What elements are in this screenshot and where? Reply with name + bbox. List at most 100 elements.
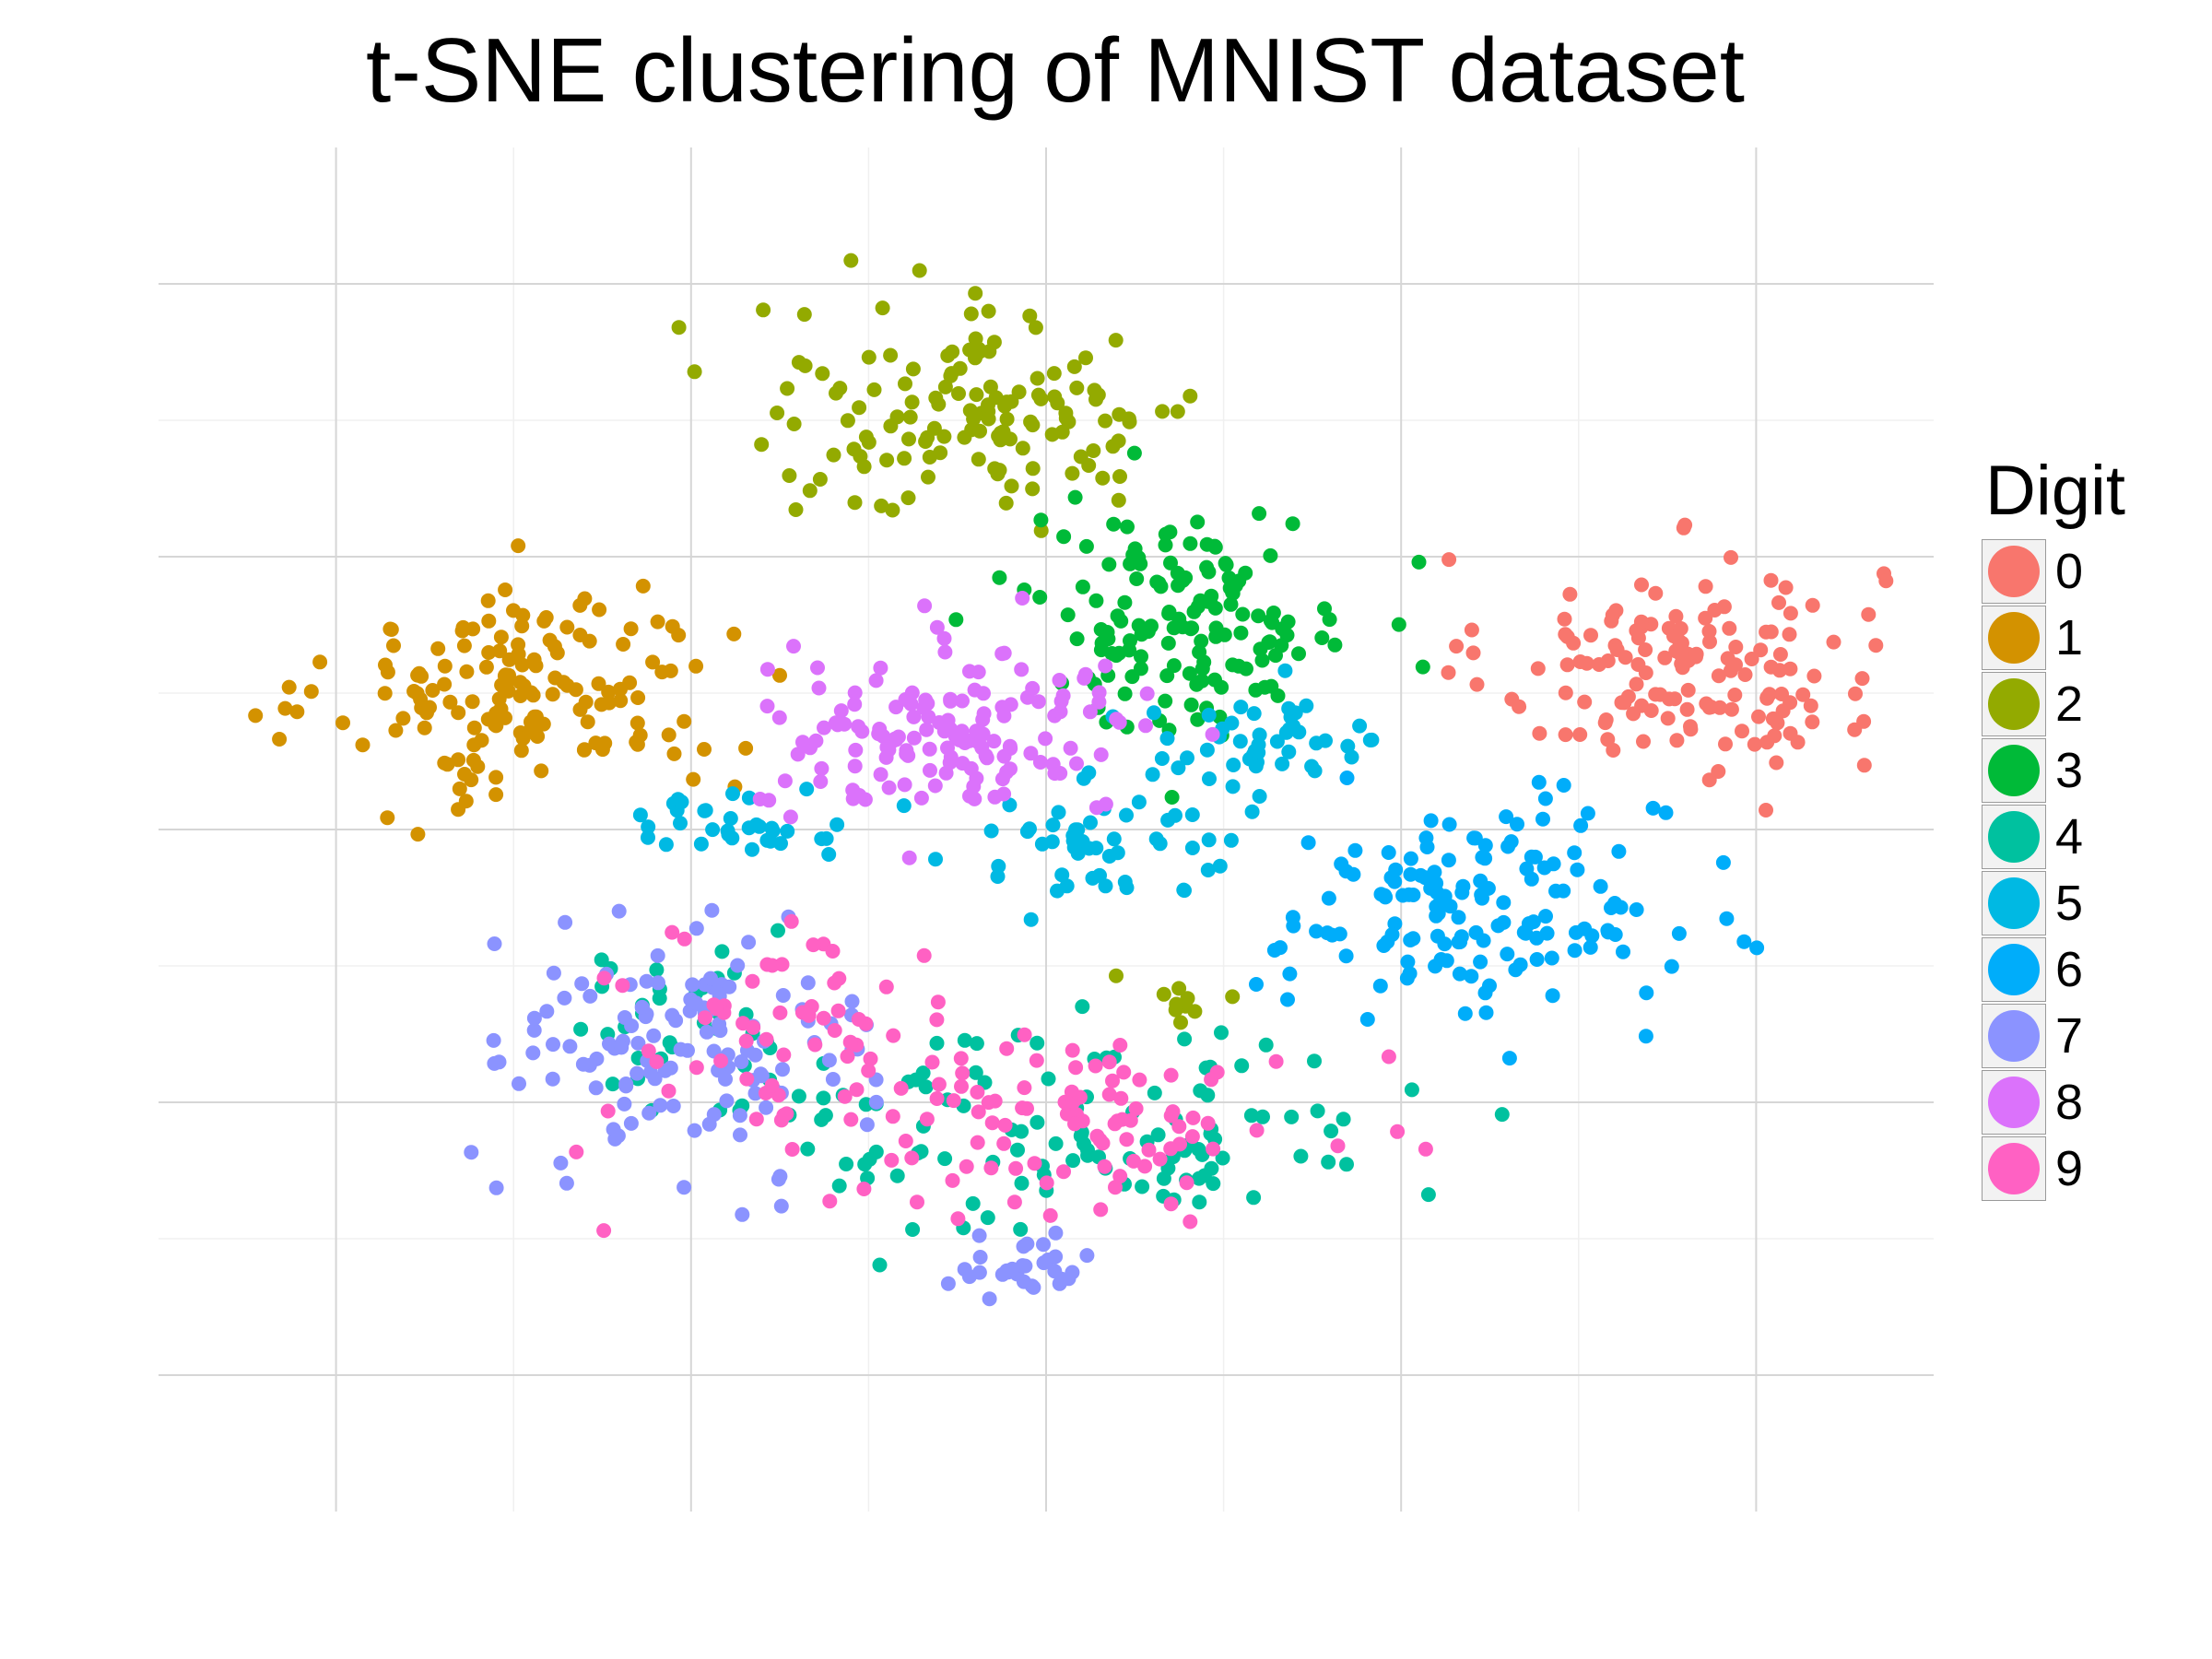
data-point-digit-9 [950,1211,966,1227]
data-point-digit-8 [813,774,829,789]
data-point-digit-0 [1737,667,1753,682]
data-point-digit-3 [1067,489,1083,505]
data-point-digit-3 [1101,557,1117,572]
data-point-digit-8 [872,722,888,736]
data-point-digit-0 [1803,698,1818,713]
data-point-digit-0 [1826,634,1841,650]
data-point-digit-5 [1277,663,1293,678]
data-point-digit-8 [847,697,863,712]
data-point-digit-1 [663,663,678,678]
data-point-digit-2 [902,409,918,425]
data-point-digit-5 [745,841,759,857]
data-point-digit-7 [699,1024,714,1040]
data-point-digit-5 [1098,878,1113,894]
data-point-digit-7 [677,1180,692,1195]
data-point-digit-4 [573,1021,589,1037]
data-point-digit-4 [1258,1037,1274,1053]
data-point-digit-8 [795,735,810,750]
legend-item-4: 4 [1982,804,2125,870]
data-point-digit-7 [1048,1225,1064,1241]
data-point-digit-6 [1384,927,1400,942]
data-point-digit-1 [410,667,426,683]
data-point-digit-4 [937,1151,953,1167]
data-point-digit-5 [814,831,830,847]
data-point-digit-3 [1134,649,1148,665]
data-point-digit-3 [1069,631,1085,647]
data-point-digit-5 [1022,821,1037,837]
data-point-digit-5 [765,823,781,839]
data-point-digit-7 [771,1171,786,1187]
data-point-digit-6 [1403,851,1418,866]
data-point-digit-9 [851,1012,866,1027]
data-point-digit-7 [734,1054,749,1069]
data-point-digit-2 [866,382,882,397]
data-point-digit-9 [1089,1128,1105,1144]
data-point-digit-0 [1598,712,1614,727]
data-point-digit-9 [861,1063,877,1078]
data-point-digit-2 [986,335,1002,350]
data-point-digit-1 [568,682,583,698]
data-point-digit-2 [1078,350,1093,366]
data-point-digit-2 [992,463,1007,478]
data-point-digit-8 [868,673,884,688]
data-point-digit-5 [1045,818,1061,833]
data-point-digit-4 [1255,1109,1270,1124]
data-point-digit-1 [498,667,513,683]
legend-label: 1 [2055,610,2084,665]
data-point-digit-5 [1034,836,1050,852]
data-point-digit-1 [613,681,628,697]
data-point-digit-8 [996,786,1012,802]
data-point-digit-5 [1184,841,1200,855]
data-point-digit-5 [741,820,757,836]
data-point-digit-3 [1252,506,1267,522]
data-point-digit-0 [1701,700,1717,715]
legend-marker [1988,1143,2040,1194]
data-point-digit-1 [629,715,645,731]
data-point-digit-1 [289,704,305,720]
data-point-digit-7 [553,1155,569,1171]
data-point-digit-5 [1119,807,1134,823]
data-point-digit-0 [1669,733,1685,748]
data-point-digit-7 [703,971,718,986]
data-point-digit-6 [1309,924,1324,939]
data-point-digit-1 [380,810,395,826]
data-point-digit-3 [1182,535,1198,551]
data-point-digit-9 [945,1172,960,1188]
data-point-digit-2 [1087,382,1102,398]
data-point-digit-8 [771,710,787,725]
data-point-digit-7 [1048,1249,1064,1265]
data-point-digit-8 [943,721,959,736]
data-point-digit-9 [827,1023,842,1038]
data-point-digit-4 [1192,1171,1206,1186]
data-point-digit-3 [1235,606,1251,622]
data-point-digit-9 [842,1034,858,1050]
legend-marker [1988,612,2040,664]
data-point-digit-1 [536,613,552,629]
data-point-digit-3 [1196,654,1212,670]
data-point-digit-0 [1724,549,1738,565]
data-point-digit-3 [1327,637,1343,653]
data-point-digit-9 [759,1031,774,1047]
data-point-digit-5 [1199,742,1215,758]
legend-key [1982,539,2046,604]
data-point-digit-8 [1098,796,1113,812]
data-point-digit-7 [688,921,704,936]
data-point-digit-4 [1204,1160,1219,1176]
data-point-digit-4 [1192,1194,1207,1210]
data-point-digit-8 [782,809,798,825]
data-point-digit-2 [921,469,935,485]
data-point-digit-3 [1032,590,1048,605]
data-point-digit-0 [1469,677,1485,692]
data-point-digit-9 [738,1033,754,1049]
data-point-digit-0 [1600,732,1616,747]
data-point-digit-9 [665,924,680,940]
data-point-digit-5 [1299,698,1314,713]
data-point-digit-2 [999,411,1015,427]
data-point-digit-8 [906,709,922,724]
data-point-digit-6 [1531,774,1547,790]
data-point-digit-7 [747,1086,763,1101]
data-point-digit-3 [1257,679,1273,695]
data-point-digit-9 [919,1112,935,1127]
data-point-digit-5 [1202,771,1217,786]
data-point-digit-9 [1105,1073,1120,1088]
